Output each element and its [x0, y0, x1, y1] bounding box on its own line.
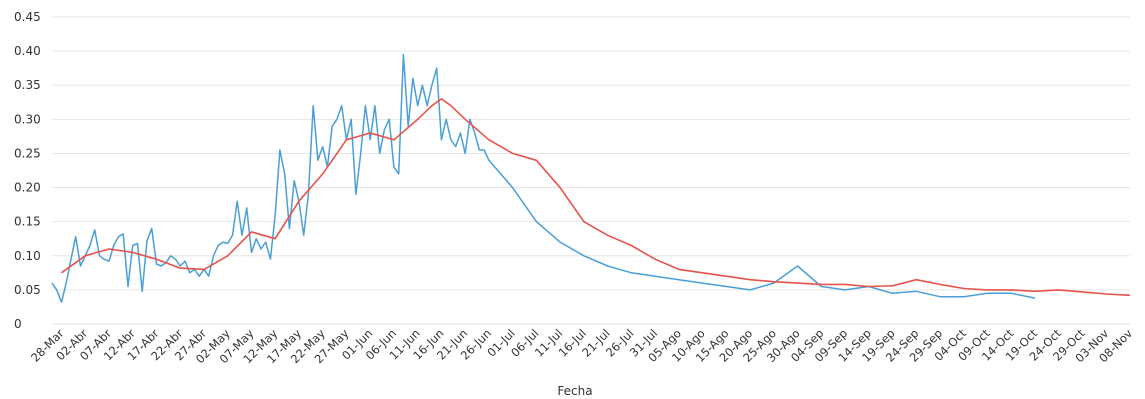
y-tick-label: 0.45: [14, 10, 41, 24]
x-axis-label: Fecha: [557, 384, 592, 398]
x-axis-tick-labels: 28-Mar02-Abr07-Abr12-Abr17-Abr22-Abr27-A…: [28, 326, 1135, 366]
gridlines: [52, 16, 1130, 325]
y-tick-label: 0.40: [14, 44, 41, 58]
y-tick-label: 0.25: [14, 146, 41, 160]
daily-series-line: [51, 53, 1036, 303]
y-tick-label: 0.30: [14, 112, 41, 126]
y-tick-label: 0.15: [14, 215, 41, 229]
y-tick-label: 0.35: [14, 78, 41, 92]
y-tick-label: 0: [14, 317, 22, 331]
y-tick-label: 0.05: [14, 283, 41, 297]
y-axis-tick-labels: 0 0.05 0.10 0.15 0.20 0.25 0.30 0.35 0.40 0.45: [14, 10, 41, 331]
y-tick-label: 0.20: [14, 181, 41, 195]
series-layer: [51, 53, 1131, 303]
y-tick-label: 0.10: [14, 249, 41, 263]
moving-average-line: [61, 98, 1131, 297]
